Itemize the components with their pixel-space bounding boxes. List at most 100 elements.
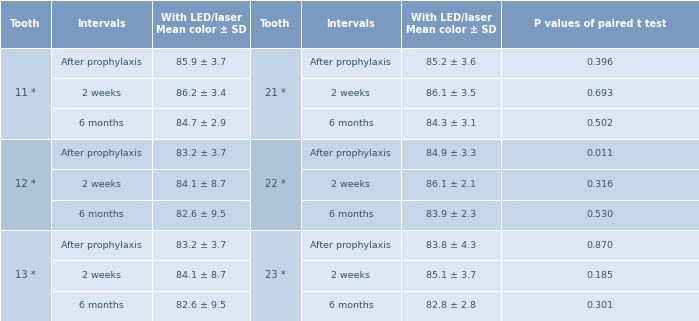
Bar xyxy=(501,260,699,291)
Text: 82.6 ± 9.5: 82.6 ± 9.5 xyxy=(176,301,226,310)
Bar xyxy=(401,260,501,291)
Bar xyxy=(152,169,250,200)
Bar xyxy=(152,291,250,321)
Text: 6 months: 6 months xyxy=(79,301,124,310)
Text: With LED/laser
Mean color ± SD: With LED/laser Mean color ± SD xyxy=(406,13,496,35)
Bar xyxy=(301,48,401,78)
Text: After prophylaxis: After prophylaxis xyxy=(62,58,142,67)
Bar xyxy=(0,139,51,230)
Text: 6 months: 6 months xyxy=(329,301,373,310)
Text: 0.316: 0.316 xyxy=(586,180,614,189)
Text: 83.2 ± 3.7: 83.2 ± 3.7 xyxy=(176,241,226,250)
Text: 86.1 ± 2.1: 86.1 ± 2.1 xyxy=(426,180,476,189)
Text: 85.1 ± 3.7: 85.1 ± 3.7 xyxy=(426,271,476,280)
Bar xyxy=(401,48,501,78)
Text: 21 *: 21 * xyxy=(265,88,286,98)
Bar xyxy=(250,0,301,48)
Text: 83.2 ± 3.7: 83.2 ± 3.7 xyxy=(176,149,226,158)
Bar xyxy=(501,139,699,169)
Bar xyxy=(301,291,401,321)
Bar xyxy=(401,169,501,200)
Bar xyxy=(401,139,501,169)
Text: 84.9 ± 3.3: 84.9 ± 3.3 xyxy=(426,149,476,158)
Text: 2 weeks: 2 weeks xyxy=(82,271,121,280)
Text: 2 weeks: 2 weeks xyxy=(331,89,370,98)
Bar xyxy=(250,230,301,321)
Text: 0.185: 0.185 xyxy=(586,271,614,280)
Bar xyxy=(250,48,301,139)
Bar xyxy=(51,260,152,291)
Bar xyxy=(501,0,699,48)
Bar xyxy=(301,139,401,169)
Bar xyxy=(301,230,401,260)
Bar xyxy=(51,200,152,230)
Text: 22 *: 22 * xyxy=(265,179,286,189)
Bar xyxy=(301,200,401,230)
Bar xyxy=(0,0,51,48)
Text: 6 months: 6 months xyxy=(329,210,373,219)
Bar xyxy=(401,78,501,108)
Text: 86.2 ± 3.4: 86.2 ± 3.4 xyxy=(176,89,226,98)
Text: 11 *: 11 * xyxy=(15,88,36,98)
Text: After prophylaxis: After prophylaxis xyxy=(310,58,391,67)
Text: Tooth: Tooth xyxy=(260,19,291,29)
Text: 83.8 ± 4.3: 83.8 ± 4.3 xyxy=(426,241,476,250)
Text: Intervals: Intervals xyxy=(326,19,375,29)
Text: 84.1 ± 8.7: 84.1 ± 8.7 xyxy=(176,180,226,189)
Text: 84.3 ± 3.1: 84.3 ± 3.1 xyxy=(426,119,476,128)
Bar xyxy=(51,78,152,108)
Text: 2 weeks: 2 weeks xyxy=(331,180,370,189)
Text: 84.1 ± 8.7: 84.1 ± 8.7 xyxy=(176,271,226,280)
Bar xyxy=(51,169,152,200)
Bar xyxy=(301,169,401,200)
Text: 0.870: 0.870 xyxy=(586,241,614,250)
Text: 83.9 ± 2.3: 83.9 ± 2.3 xyxy=(426,210,476,219)
Text: 2 weeks: 2 weeks xyxy=(331,271,370,280)
Text: After prophylaxis: After prophylaxis xyxy=(310,241,391,250)
Bar xyxy=(501,78,699,108)
Text: 0.502: 0.502 xyxy=(586,119,614,128)
Text: 6 months: 6 months xyxy=(79,119,124,128)
Text: 13 *: 13 * xyxy=(15,271,36,281)
Bar xyxy=(501,291,699,321)
Text: 85.9 ± 3.7: 85.9 ± 3.7 xyxy=(176,58,226,67)
Bar xyxy=(51,139,152,169)
Bar xyxy=(152,139,250,169)
Text: 12 *: 12 * xyxy=(15,179,36,189)
Bar xyxy=(301,78,401,108)
Bar xyxy=(501,108,699,139)
Text: 0.011: 0.011 xyxy=(586,149,614,158)
Bar xyxy=(301,260,401,291)
Bar xyxy=(401,108,501,139)
Bar xyxy=(401,200,501,230)
Text: With LED/laser
Mean color ± SD: With LED/laser Mean color ± SD xyxy=(156,13,247,35)
Bar xyxy=(152,48,250,78)
Bar xyxy=(501,200,699,230)
Text: 2 weeks: 2 weeks xyxy=(82,180,121,189)
Bar xyxy=(152,108,250,139)
Bar xyxy=(51,108,152,139)
Text: P values of paired t test: P values of paired t test xyxy=(534,19,666,29)
Text: 0.301: 0.301 xyxy=(586,301,614,310)
Bar xyxy=(152,0,250,48)
Bar xyxy=(501,169,699,200)
Text: 84.7 ± 2.9: 84.7 ± 2.9 xyxy=(176,119,226,128)
Bar xyxy=(401,0,501,48)
Bar xyxy=(51,291,152,321)
Bar xyxy=(152,78,250,108)
Bar xyxy=(0,230,51,321)
Bar xyxy=(51,0,152,48)
Bar xyxy=(51,48,152,78)
Text: 2 weeks: 2 weeks xyxy=(82,89,121,98)
Text: 82.8 ± 2.8: 82.8 ± 2.8 xyxy=(426,301,476,310)
Text: 23 *: 23 * xyxy=(265,271,286,281)
Text: After prophylaxis: After prophylaxis xyxy=(310,149,391,158)
Bar xyxy=(401,291,501,321)
Bar xyxy=(501,230,699,260)
Text: 6 months: 6 months xyxy=(79,210,124,219)
Bar xyxy=(0,48,51,139)
Bar xyxy=(152,200,250,230)
Text: 85.2 ± 3.6: 85.2 ± 3.6 xyxy=(426,58,476,67)
Text: 82.6 ± 9.5: 82.6 ± 9.5 xyxy=(176,210,226,219)
Bar xyxy=(401,230,501,260)
